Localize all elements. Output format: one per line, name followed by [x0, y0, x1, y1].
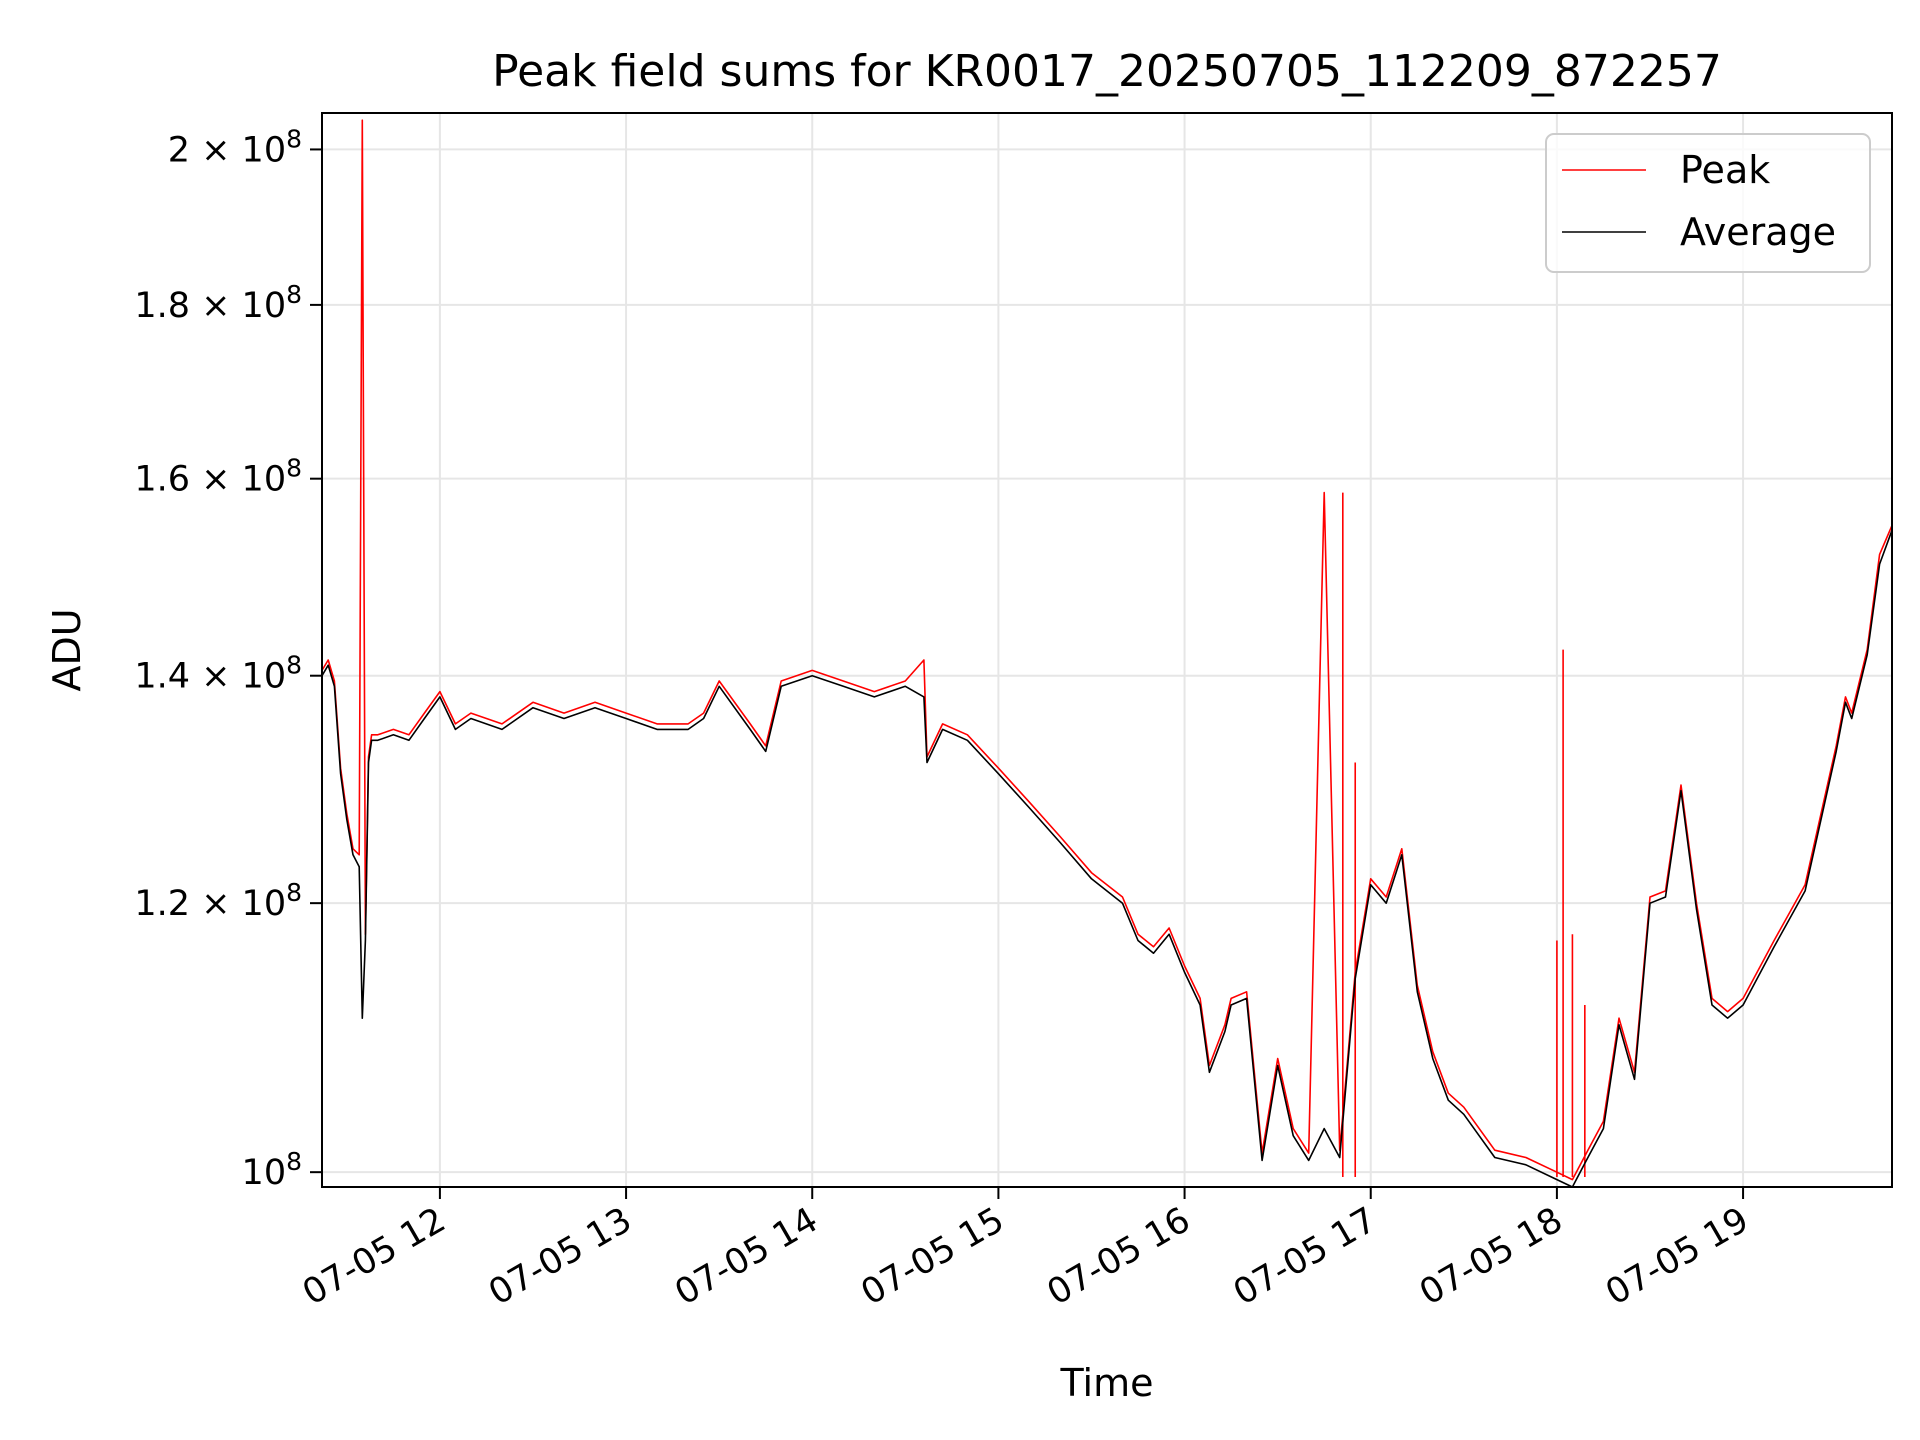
plot-frame — [321, 112, 1893, 1188]
y-axis-label: ADU — [45, 608, 89, 691]
series-group — [321, 119, 1893, 1188]
legend-box — [1545, 133, 1871, 273]
chart-title: Peak field sums for KR0017_20250705_1122… — [492, 46, 1722, 97]
y-tick-label: 1.6 × 108 — [134, 454, 302, 500]
y-tick-label: 2 × 108 — [168, 124, 302, 170]
y-tick-label: 1.8 × 108 — [134, 280, 302, 326]
legend: Peak Average — [1545, 133, 1871, 273]
y-tick-label: 1.4 × 108 — [134, 651, 302, 697]
legend-label-peak: Peak — [1680, 148, 1770, 192]
y-tick-label: 1.2 × 108 — [134, 878, 302, 924]
legend-label-average: Average — [1680, 210, 1836, 254]
grid-lines — [322, 113, 1892, 1187]
x-axis-label: Time — [1060, 1361, 1154, 1405]
y-tick-label: 108 — [242, 1147, 302, 1193]
y-axis-ticks: 2 × 108 1.8 × 108 1.6 × 108 1.4 × 108 1.2 × … — [134, 124, 322, 1193]
series-line-average — [321, 530, 1893, 1188]
